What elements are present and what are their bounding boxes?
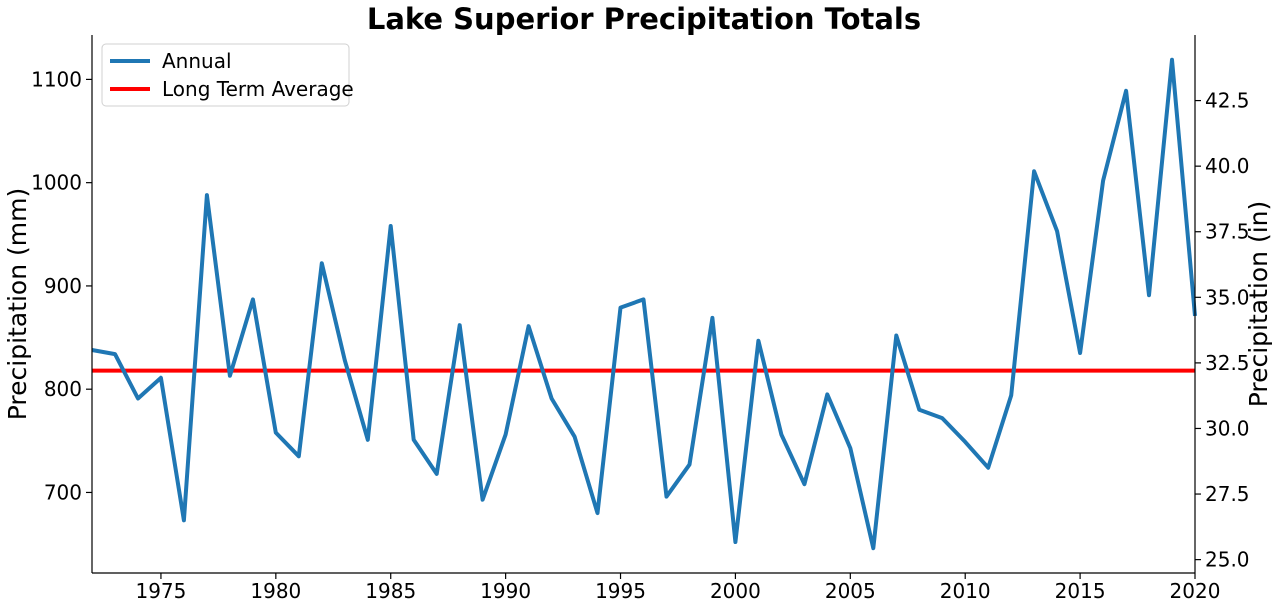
annual-series-line — [91, 57, 1197, 551]
y2-tick-label: 25.0 — [1205, 548, 1250, 572]
y-axis-left-label: Precipitation (mm) — [3, 188, 32, 420]
legend: Annual Long Term Average — [101, 43, 354, 107]
y2-tick-label: 27.5 — [1205, 482, 1250, 506]
y2-tick-label: 35.0 — [1205, 285, 1250, 309]
y-tick-label: 1000 — [31, 171, 82, 195]
y2-tick-label: 30.0 — [1205, 416, 1250, 440]
y-axis-left-ticks: 700 800 900 1000 1100 — [31, 67, 92, 504]
x-tick-label: 1995 — [595, 579, 646, 603]
plot-area — [91, 57, 1197, 551]
x-tick-label: 2010 — [940, 579, 991, 603]
x-tick-label: 1975 — [135, 579, 186, 603]
y2-tick-label: 37.5 — [1205, 220, 1250, 244]
x-tick-label: 2020 — [1170, 579, 1221, 603]
y2-tick-label: 40.0 — [1205, 154, 1250, 178]
y2-tick-label: 42.5 — [1205, 89, 1250, 113]
x-tick-label: 1985 — [365, 579, 416, 603]
legend-label-annual: Annual — [162, 49, 232, 73]
y-axis-right-label: Precipitation (in) — [1244, 201, 1273, 408]
y-tick-label: 700 — [44, 480, 82, 504]
y-tick-label: 900 — [44, 274, 82, 298]
legend-box — [101, 43, 350, 107]
x-tick-label: 2015 — [1055, 579, 1106, 603]
x-tick-label: 2000 — [710, 579, 761, 603]
y-tick-label: 1100 — [31, 67, 82, 91]
y-axis-right-ticks: 25.0 27.5 30.0 32.5 35.0 37.5 40.0 42.5 — [1195, 89, 1250, 572]
x-tick-label: 1990 — [480, 579, 531, 603]
chart-title: Lake Superior Precipitation Totals — [367, 2, 921, 36]
y2-tick-label: 32.5 — [1205, 351, 1250, 375]
x-tick-label: 2005 — [825, 579, 876, 603]
x-tick-label: 1980 — [250, 579, 301, 603]
legend-label-average: Long Term Average — [162, 77, 354, 101]
y-tick-label: 800 — [44, 377, 82, 401]
x-axis-ticks: 1975 1980 1985 1990 1995 2000 2005 2010 2015 2020 — [135, 573, 1220, 603]
